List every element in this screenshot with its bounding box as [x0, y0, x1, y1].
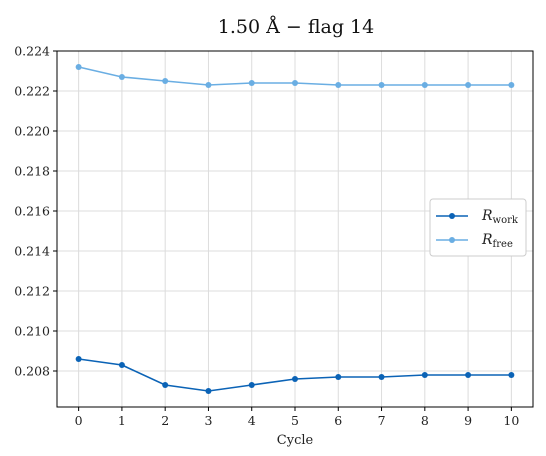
data-point-r-free — [421, 82, 428, 88]
series-r-free — [75, 64, 515, 88]
y-tick-label: 0.214 — [14, 244, 50, 259]
x-tick-label: 8 — [421, 413, 429, 428]
y-tick-label: 0.210 — [14, 324, 50, 339]
x-tick-label: 6 — [334, 413, 342, 428]
legend-item-r-work: Rwork — [436, 208, 519, 226]
x-tick-label: 5 — [291, 413, 299, 428]
legend-label: Rwork — [481, 208, 519, 226]
data-point-r-free — [508, 82, 515, 88]
data-point-r-free — [118, 74, 125, 80]
data-point-r-work — [75, 356, 82, 362]
data-point-r-free — [465, 82, 472, 88]
data-point-r-work — [508, 372, 515, 378]
legend-swatch-marker — [449, 213, 455, 219]
data-point-r-free — [205, 82, 212, 88]
y-tick-label: 0.224 — [14, 44, 50, 59]
y-tick-label: 0.218 — [14, 164, 50, 179]
x-tick-label: 0 — [75, 413, 83, 428]
y-tick-label: 0.208 — [14, 364, 50, 379]
data-point-r-work — [292, 376, 298, 382]
y-tick-label: 0.212 — [14, 284, 50, 299]
data-point-r-work — [335, 374, 342, 380]
x-tick-label: 10 — [503, 413, 519, 428]
x-tick-label: 2 — [161, 413, 169, 428]
data-point-r-work — [205, 388, 212, 394]
y-tick-label: 0.220 — [14, 124, 50, 139]
x-tick-label: 9 — [464, 413, 472, 428]
data-point-r-free — [248, 80, 255, 86]
data-point-r-work — [421, 372, 428, 378]
y-tick-label: 0.222 — [14, 84, 50, 99]
x-axis-label: Cycle — [277, 433, 314, 448]
data-point-r-free — [292, 80, 298, 86]
data-point-r-free — [378, 82, 385, 88]
data-point-r-free — [75, 64, 82, 70]
chart-title: 1.50 Å − flag 14 — [218, 16, 374, 38]
legend-label: Rfree — [481, 232, 513, 250]
data-point-r-work — [465, 372, 472, 378]
data-point-r-work — [162, 382, 169, 388]
x-tick-label: 3 — [204, 413, 212, 428]
data-point-r-free — [162, 78, 169, 84]
data-point-r-work — [248, 382, 255, 388]
legend-swatch-marker — [449, 237, 455, 243]
x-tick-label: 4 — [248, 413, 256, 428]
series-layer — [75, 64, 515, 394]
axis-ticks: 0 1 2 3 4 5 6 7 8 9 10 0.208 0.210 0.212 0.214 0.216 0.2… — [14, 44, 519, 429]
data-point-r-free — [335, 82, 342, 88]
y-tick-label: 0.216 — [14, 204, 50, 219]
series-r-work — [75, 356, 515, 394]
data-point-r-work — [378, 374, 385, 380]
x-tick-label: 7 — [378, 413, 386, 428]
legend-item-r-free: Rfree — [436, 232, 513, 250]
x-tick-label: 1 — [118, 413, 126, 428]
legend: Rwork Rfree — [429, 198, 527, 257]
data-point-r-work — [118, 362, 125, 368]
